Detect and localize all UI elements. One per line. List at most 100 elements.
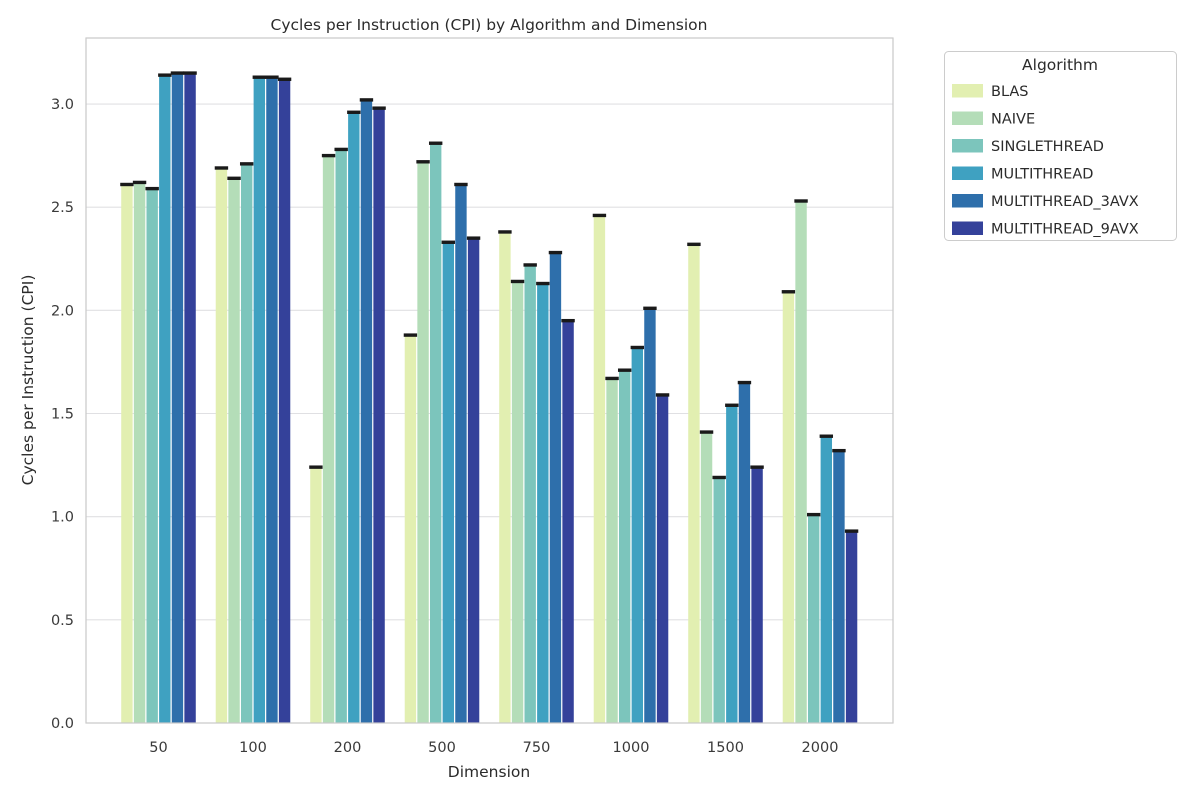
error-cap: [605, 376, 619, 381]
error-cap: [428, 141, 443, 145]
error-cap: [617, 368, 632, 372]
bar-MULTITHREAD-1500: [726, 405, 738, 723]
error-cap: [183, 71, 197, 75]
bar-MULTITHREAD-100: [253, 77, 266, 724]
bar-MULTITHREAD_3AVX-200: [360, 99, 373, 724]
bar-MULTITHREAD-2000: [820, 436, 833, 723]
error-cap: [321, 153, 336, 158]
bar-MULTITHREAD_9AVX-1500: [751, 467, 763, 723]
legend-swatch-MULTITHREAD_9AVX: [952, 221, 983, 235]
legend-box: [944, 51, 1177, 241]
error-cap: [806, 512, 821, 517]
error-cap: [725, 403, 739, 407]
error-cap: [359, 98, 374, 102]
legend-swatch-SINGLETHREAD: [952, 139, 983, 153]
y-tick-label: 1.0: [51, 510, 74, 526]
legend-label-SINGLETHREAD: SINGLETHREAD: [991, 139, 1104, 155]
bar-MULTITHREAD-500: [442, 242, 455, 723]
error-cap: [630, 345, 645, 350]
y-tick-label: 2.5: [51, 200, 74, 216]
error-cap: [239, 162, 254, 166]
bar-NAIVE-100: [228, 178, 240, 723]
bar-MULTITHREAD_9AVX-100: [278, 79, 291, 723]
bar-NAIVE-750: [511, 281, 524, 723]
error-cap: [523, 263, 537, 267]
bar-MULTITHREAD-750: [537, 283, 549, 723]
error-cap: [466, 236, 481, 240]
error-cap: [347, 110, 361, 114]
bar-NAIVE-1000: [606, 378, 618, 723]
x-tick-label: 500: [428, 740, 456, 756]
bar-NAIVE-1500: [700, 432, 713, 723]
error-cap: [416, 160, 430, 164]
error-cap: [120, 182, 134, 187]
legend-swatch-BLAS: [952, 84, 983, 98]
error-cap: [844, 529, 859, 533]
error-cap: [510, 279, 525, 284]
error-cap: [334, 147, 348, 152]
error-cap: [548, 250, 563, 255]
error-cap: [655, 393, 670, 397]
error-cap: [454, 182, 468, 187]
legend: Algorithm BLAS NAIVE SINGLETHREAD MULTITHRE…: [944, 51, 1177, 241]
y-tick-label: 0.5: [51, 613, 74, 629]
error-cap: [309, 465, 323, 469]
bar-MULTITHREAD_9AVX-750: [562, 320, 574, 723]
error-cap: [561, 318, 575, 323]
bar-MULTITHREAD_9AVX-1000: [656, 394, 669, 723]
bar-NAIVE-2000: [795, 200, 807, 723]
bar-BLAS-100: [215, 167, 228, 724]
x-tick-label: 1500: [707, 740, 744, 756]
bar-BLAS-500: [404, 335, 417, 723]
error-cap: [737, 380, 752, 385]
error-cap: [819, 434, 834, 438]
legend-label-BLAS: BLAS: [991, 84, 1028, 100]
bar-MULTITHREAD-200: [348, 112, 360, 724]
bar-MULTITHREAD_9AVX-200: [373, 108, 385, 723]
error-cap: [687, 242, 701, 247]
bar-SINGLETHREAD-1000: [618, 370, 631, 723]
x-tick-label: 1000: [613, 740, 650, 756]
x-tick-label: 100: [239, 740, 267, 756]
y-tick-label: 0.0: [51, 716, 74, 732]
error-cap: [252, 75, 267, 79]
y-tick-label: 2.0: [51, 303, 74, 319]
legend-label-NAIVE: NAIVE: [991, 112, 1035, 128]
error-cap: [712, 475, 726, 480]
error-cap: [794, 199, 808, 203]
legend-label-MULTITHREAD: MULTITHREAD: [991, 167, 1093, 183]
x-tick-label: 750: [523, 740, 551, 756]
bar-NAIVE-500: [417, 161, 429, 724]
bar-MULTITHREAD_3AVX-1500: [738, 382, 751, 723]
bar-SINGLETHREAD-100: [240, 163, 253, 724]
error-cap: [781, 290, 796, 294]
bar-MULTITHREAD_3AVX-750: [549, 252, 562, 723]
bar-MULTITHREAD_3AVX-1000: [644, 308, 656, 723]
error-cap: [750, 465, 764, 469]
bar-NAIVE-50: [133, 182, 146, 723]
bar-MULTITHREAD_9AVX-500: [467, 238, 480, 723]
error-cap: [265, 75, 279, 79]
error-cap: [170, 71, 185, 75]
bar-SINGLETHREAD-50: [146, 188, 158, 723]
error-cap: [832, 448, 846, 453]
error-cap: [158, 73, 172, 77]
legend-label-MULTITHREAD_9AVX: MULTITHREAD_9AVX: [991, 222, 1139, 238]
error-cap: [227, 176, 241, 181]
error-cap: [592, 213, 607, 218]
legend-label-MULTITHREAD_3AVX: MULTITHREAD_3AVX: [991, 194, 1139, 210]
error-cap: [643, 306, 657, 310]
x-tick-label: 2000: [802, 740, 839, 756]
legend-swatch-NAIVE: [952, 111, 983, 125]
bar-BLAS-750: [499, 231, 511, 723]
chart-title: Cycles per Instruction (CPI) by Algorith…: [271, 16, 708, 34]
bar-BLAS-200: [310, 467, 322, 723]
error-cap: [214, 166, 229, 170]
y-tick-label: 1.5: [51, 407, 74, 423]
error-cap: [498, 230, 512, 234]
bar-MULTITHREAD_9AVX-50: [184, 73, 196, 723]
x-tick-label: 200: [334, 740, 362, 756]
bar-SINGLETHREAD-750: [524, 264, 536, 723]
